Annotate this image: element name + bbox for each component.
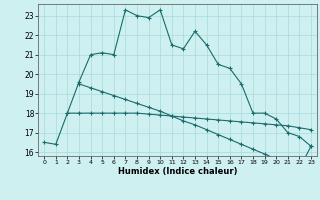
X-axis label: Humidex (Indice chaleur): Humidex (Indice chaleur) — [118, 167, 237, 176]
